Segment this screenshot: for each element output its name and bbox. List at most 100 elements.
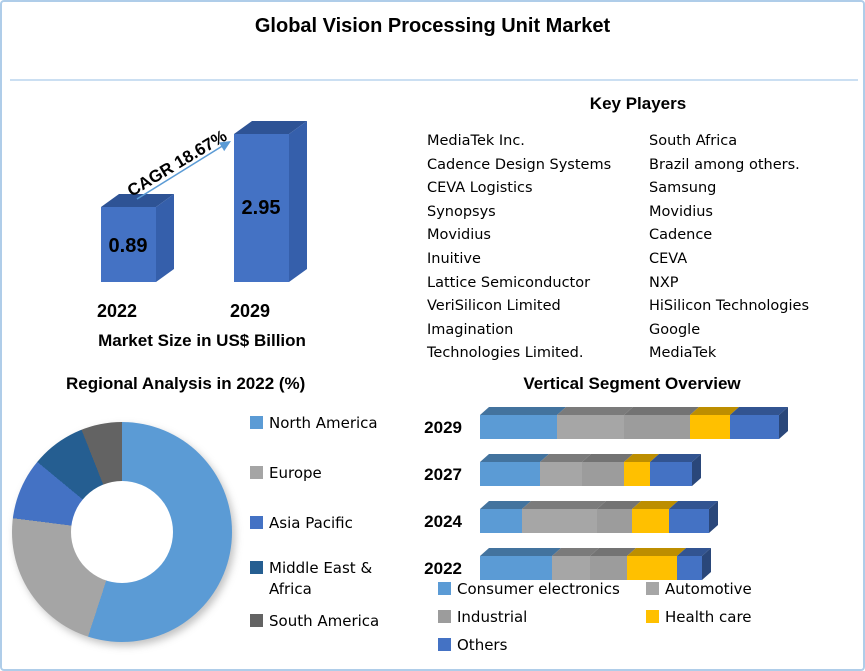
- bar-end-face: [702, 548, 711, 580]
- segment-consumer-electronics: [480, 556, 552, 580]
- legend-label: Consumer electronics: [457, 580, 620, 598]
- segment-others: [677, 556, 702, 580]
- segment-top-face: [540, 454, 591, 462]
- legend-item: Industrial: [438, 607, 646, 628]
- legend-item: North America: [250, 413, 391, 434]
- key-player-item: Imagination: [427, 321, 514, 338]
- segment-top-face: [650, 454, 701, 462]
- cagr-arrow-line: [136, 144, 225, 200]
- segment-top-face: [597, 501, 641, 509]
- key-player-item: Lattice Semiconductor: [427, 274, 591, 291]
- regional-donut-chart: [12, 422, 232, 642]
- regional-analysis-heading: Regional Analysis in 2022 (%): [66, 374, 306, 393]
- bar-end-face: [779, 407, 788, 439]
- legend-swatch-icon: [250, 614, 263, 627]
- segment-top-face: [480, 548, 561, 556]
- key-player-item: South Africa: [649, 133, 738, 149]
- key-player-item: Samsung: [649, 180, 717, 197]
- legend-label: Middle East & Africa: [269, 559, 373, 598]
- segment-others: [730, 415, 779, 439]
- key-player-item: Technologies Limited.: [427, 345, 584, 362]
- segment-others: [650, 462, 692, 486]
- key-player-item: Synopsys: [427, 203, 496, 220]
- legend-item: Automotive: [646, 579, 860, 600]
- key-player-item: Brazil among others.: [649, 156, 800, 173]
- legend-swatch-icon: [250, 516, 263, 529]
- segment-automotive: [522, 509, 597, 533]
- title-divider: [10, 79, 858, 81]
- legend-label: Health care: [665, 608, 752, 626]
- segment-top-face: [480, 454, 549, 462]
- segment-top-face: [669, 501, 718, 509]
- segment-top-face: [627, 548, 686, 556]
- page-title: Global Vision Processing Unit Market: [254, 15, 611, 37]
- x-tick-2029: 2029: [230, 301, 270, 321]
- legend-item: Asia Pacific: [250, 513, 391, 534]
- bar-front-face: [101, 207, 156, 282]
- segment-top-face: [557, 407, 633, 415]
- legend-swatch-icon: [438, 582, 451, 595]
- segment-top-face: [480, 407, 566, 415]
- bar-value-2022: 0.89: [109, 235, 148, 257]
- key-players-column-left: MediaTek Inc. Cadence Design Systems CEVA …: [427, 130, 611, 366]
- legend-label: South America: [269, 612, 380, 630]
- segment-automotive: [540, 462, 582, 486]
- segment-automotive: [552, 556, 590, 580]
- bar-end-face: [709, 501, 718, 533]
- segment-top-face: [582, 454, 633, 462]
- segment-industrial: [624, 415, 690, 439]
- legend-label: Europe: [269, 464, 322, 482]
- legend-swatch-icon: [438, 610, 451, 623]
- axis-title: Market Size in US$ Billion: [98, 331, 306, 350]
- key-player-item: NXP: [649, 274, 679, 291]
- legend-swatch-icon: [438, 638, 451, 651]
- key-player-item: Google: [649, 321, 701, 338]
- segment-top-face: [522, 501, 606, 509]
- legend-item: Consumer electronics: [438, 579, 646, 600]
- y-tick-2024: 2024: [424, 512, 462, 531]
- market-size-chart: 0.89 2.95 2022 2029 Market Size in US$ B…: [97, 121, 307, 350]
- vertical-segment-chart: 2029 2027 2024 2022: [424, 407, 788, 580]
- segment-industrial: [590, 556, 627, 580]
- legend-label: Asia Pacific: [269, 514, 353, 532]
- key-player-item: Cadence: [649, 227, 713, 244]
- segment-consumer-electronics: [480, 415, 557, 439]
- segment-top-face: [632, 501, 678, 509]
- bar-side-face: [156, 194, 174, 282]
- segment-top-face: [730, 407, 788, 415]
- stacked-bars: [480, 407, 788, 580]
- segment-consumer-electronics: [480, 462, 540, 486]
- segment-industrial: [597, 509, 632, 533]
- segment-top-face: [552, 548, 599, 556]
- bar-end-face: [692, 454, 701, 486]
- key-player-item: CEVA: [649, 250, 688, 267]
- legend-label: North America: [269, 414, 378, 432]
- segment-health-care: [632, 509, 669, 533]
- segment-health-care: [627, 556, 677, 580]
- key-player-item: Movidius: [427, 227, 491, 244]
- legend-item: South America: [250, 611, 391, 632]
- legend-swatch-icon: [250, 561, 263, 574]
- key-players-heading: Key Players: [589, 94, 687, 113]
- bar-value-2029: 2.95: [242, 197, 281, 219]
- bar-side-face: [289, 121, 307, 282]
- key-player-item: MediaTek Inc.: [427, 133, 525, 149]
- legend-swatch-icon: [250, 416, 263, 429]
- legend-label: Industrial: [457, 608, 528, 626]
- key-players-panel: Key Players MediaTek Inc. Cadence Design …: [422, 92, 854, 364]
- segment-top-face: [624, 407, 699, 415]
- legend-item: Others: [438, 635, 646, 656]
- segment-top-face: [590, 548, 636, 556]
- segment-industrial: [582, 462, 624, 486]
- segment-automotive: [557, 415, 624, 439]
- cagr-annotation: CAGR 18.67%: [124, 126, 230, 200]
- x-tick-2022: 2022: [97, 301, 137, 321]
- segment-consumer-electronics: [480, 509, 522, 533]
- key-player-item: HiSilicon Technologies: [649, 298, 810, 315]
- regional-legend: North America Europe Asia Pacific Middle Ea…: [250, 407, 402, 657]
- bar-front-face: [234, 134, 289, 282]
- segment-top-face: [480, 501, 531, 509]
- y-tick-2029: 2029: [424, 418, 462, 437]
- bar-top-face: [234, 121, 307, 134]
- segment-top-face: [624, 454, 659, 462]
